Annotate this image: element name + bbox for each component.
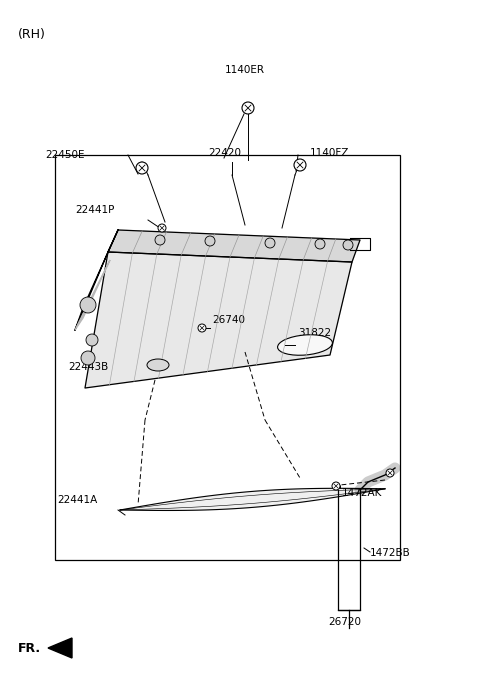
Text: 22441A: 22441A [57,495,97,505]
Text: 22450E: 22450E [45,150,84,160]
Polygon shape [108,230,360,262]
Circle shape [242,102,254,114]
Polygon shape [120,489,385,510]
Text: 1472BB: 1472BB [370,548,411,558]
Circle shape [343,240,353,250]
Text: 1140FZ: 1140FZ [310,148,349,158]
Circle shape [315,239,325,249]
Text: 1140ER: 1140ER [225,65,265,75]
Text: 31822: 31822 [298,328,331,338]
Circle shape [294,159,306,171]
Circle shape [81,351,95,365]
Polygon shape [75,260,110,330]
Text: 26720: 26720 [328,617,361,627]
Circle shape [386,469,394,477]
Circle shape [136,162,148,174]
Circle shape [332,482,340,490]
Circle shape [86,334,98,346]
Ellipse shape [277,335,333,355]
Text: 22443B: 22443B [68,362,108,372]
Text: FR.: FR. [18,641,41,654]
Ellipse shape [147,359,169,371]
Polygon shape [48,638,72,658]
Text: 1472AK: 1472AK [342,488,383,498]
Text: 22420: 22420 [208,148,241,158]
Circle shape [198,324,206,332]
Text: (RH): (RH) [18,28,46,41]
Circle shape [80,297,96,313]
Circle shape [158,224,166,232]
Text: 22441P: 22441P [75,205,114,215]
Circle shape [205,236,215,246]
Polygon shape [75,230,118,330]
Text: 26740: 26740 [212,315,245,325]
Circle shape [265,238,275,248]
Bar [55,155,400,560]
Circle shape [155,235,165,245]
Polygon shape [85,252,352,388]
